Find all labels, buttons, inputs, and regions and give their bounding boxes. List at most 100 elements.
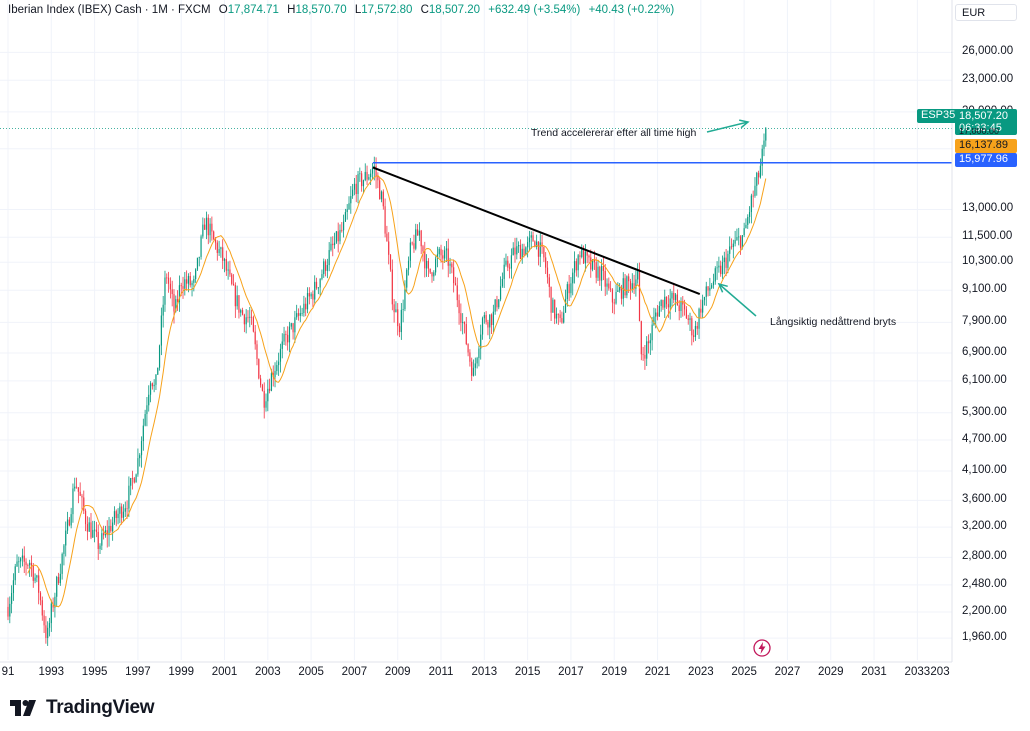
arrow-acceleration	[706, 121, 749, 133]
candle-body	[285, 333, 287, 335]
time-tick-label: 203	[930, 666, 950, 678]
candle-body	[416, 229, 419, 236]
candle-body	[703, 296, 706, 301]
candle-body	[77, 487, 79, 492]
candle-body	[393, 304, 395, 313]
lightning-icon[interactable]	[753, 639, 771, 657]
candle-body	[451, 263, 453, 268]
candle-body	[72, 488, 74, 515]
candle-body	[440, 248, 442, 256]
candle-body	[523, 248, 525, 256]
candle-body	[83, 497, 85, 511]
candle-body	[729, 246, 731, 254]
candle-body	[232, 283, 235, 286]
candle-body	[139, 455, 141, 459]
candle-body	[622, 278, 624, 299]
time-tick-label: 2031	[861, 666, 887, 678]
candle-body	[442, 255, 444, 259]
candle-body	[279, 348, 282, 362]
price-tick-label: 10,300.00	[962, 255, 1014, 268]
candle-body	[725, 257, 727, 268]
currency-selector[interactable]: EUR	[955, 4, 1017, 21]
candle-body	[604, 270, 606, 287]
candle-body	[418, 230, 420, 236]
time-tick-label: 2001	[211, 666, 238, 678]
candle-body	[615, 291, 617, 304]
price-tick-label: 23,000.00	[962, 73, 1014, 86]
candle-body	[588, 255, 590, 258]
candle-body	[274, 371, 276, 378]
candle-body	[48, 623, 51, 628]
tradingview-logo[interactable]: TradingView	[10, 697, 155, 719]
ma-line	[27, 174, 767, 608]
candle-body	[164, 277, 166, 305]
candle-body	[407, 260, 410, 270]
candle-body	[332, 243, 334, 246]
candle-body	[759, 165, 761, 178]
candle-body	[734, 240, 736, 244]
candle-body	[177, 299, 179, 303]
candle-body	[234, 285, 236, 307]
high-label: H	[287, 4, 296, 16]
candle-body	[97, 531, 99, 549]
candle-body	[671, 292, 673, 299]
candle-body	[438, 248, 440, 255]
candle-body	[656, 312, 659, 317]
annotation-breakout[interactable]: Långsiktig nedåttrend bryts	[770, 316, 897, 328]
candle-body	[507, 260, 509, 268]
candle-body	[469, 352, 471, 362]
candle-body	[400, 309, 402, 333]
candle-body	[536, 241, 538, 247]
candle-body	[344, 212, 347, 222]
symbol-title[interactable]: Iberian Index (IBEX) Cash · 1M · FXCM	[8, 4, 211, 16]
candle-body	[81, 495, 83, 498]
candle-body	[537, 241, 540, 257]
price-tick-label: 7,900.00	[962, 315, 1007, 328]
candle-body	[146, 405, 148, 415]
candle-body	[65, 530, 67, 546]
candle-body	[204, 224, 206, 230]
symbol-legend[interactable]: Iberian Index (IBEX) Cash · 1M · FXCM O1…	[8, 4, 674, 16]
arrow-breakout-head	[717, 282, 728, 293]
candle-body	[213, 231, 215, 240]
price-tick-label: 26,000.00	[962, 45, 1014, 58]
candle-body	[189, 276, 191, 286]
candle-body	[218, 249, 220, 253]
candle-body	[765, 128, 767, 141]
candle-body	[47, 627, 49, 639]
time-tick-label: 2019	[601, 666, 628, 678]
candle-body	[519, 245, 522, 259]
candle-body	[288, 326, 291, 343]
candle-body	[362, 180, 365, 187]
candle-body	[382, 191, 384, 207]
candle-body	[34, 577, 36, 581]
candle-body	[736, 237, 738, 241]
candle-body	[195, 269, 197, 280]
candle-body	[21, 555, 24, 559]
high-value: 18,570.70	[295, 4, 347, 16]
drawings	[0, 119, 952, 317]
candle-body	[287, 334, 289, 343]
candle-body	[186, 279, 188, 284]
candle-body	[732, 243, 734, 248]
candle-body	[191, 282, 193, 286]
candle-body	[57, 576, 60, 584]
candle-body	[397, 309, 399, 327]
candle-body	[249, 316, 251, 318]
candle-body	[554, 299, 556, 319]
candle-body	[525, 247, 527, 256]
candle-body	[676, 294, 678, 306]
candle-body	[352, 189, 354, 197]
annotation-acceleration[interactable]: Trend accelererar efter all time high	[531, 127, 697, 139]
candle-body	[584, 251, 586, 264]
candle-body	[739, 236, 742, 248]
candle-body	[633, 283, 635, 289]
candle-body	[693, 335, 695, 337]
candle-body	[481, 318, 484, 335]
candle-body	[133, 478, 135, 483]
candle-body	[694, 325, 697, 337]
candle-body	[225, 258, 227, 271]
candle-body	[18, 561, 20, 563]
